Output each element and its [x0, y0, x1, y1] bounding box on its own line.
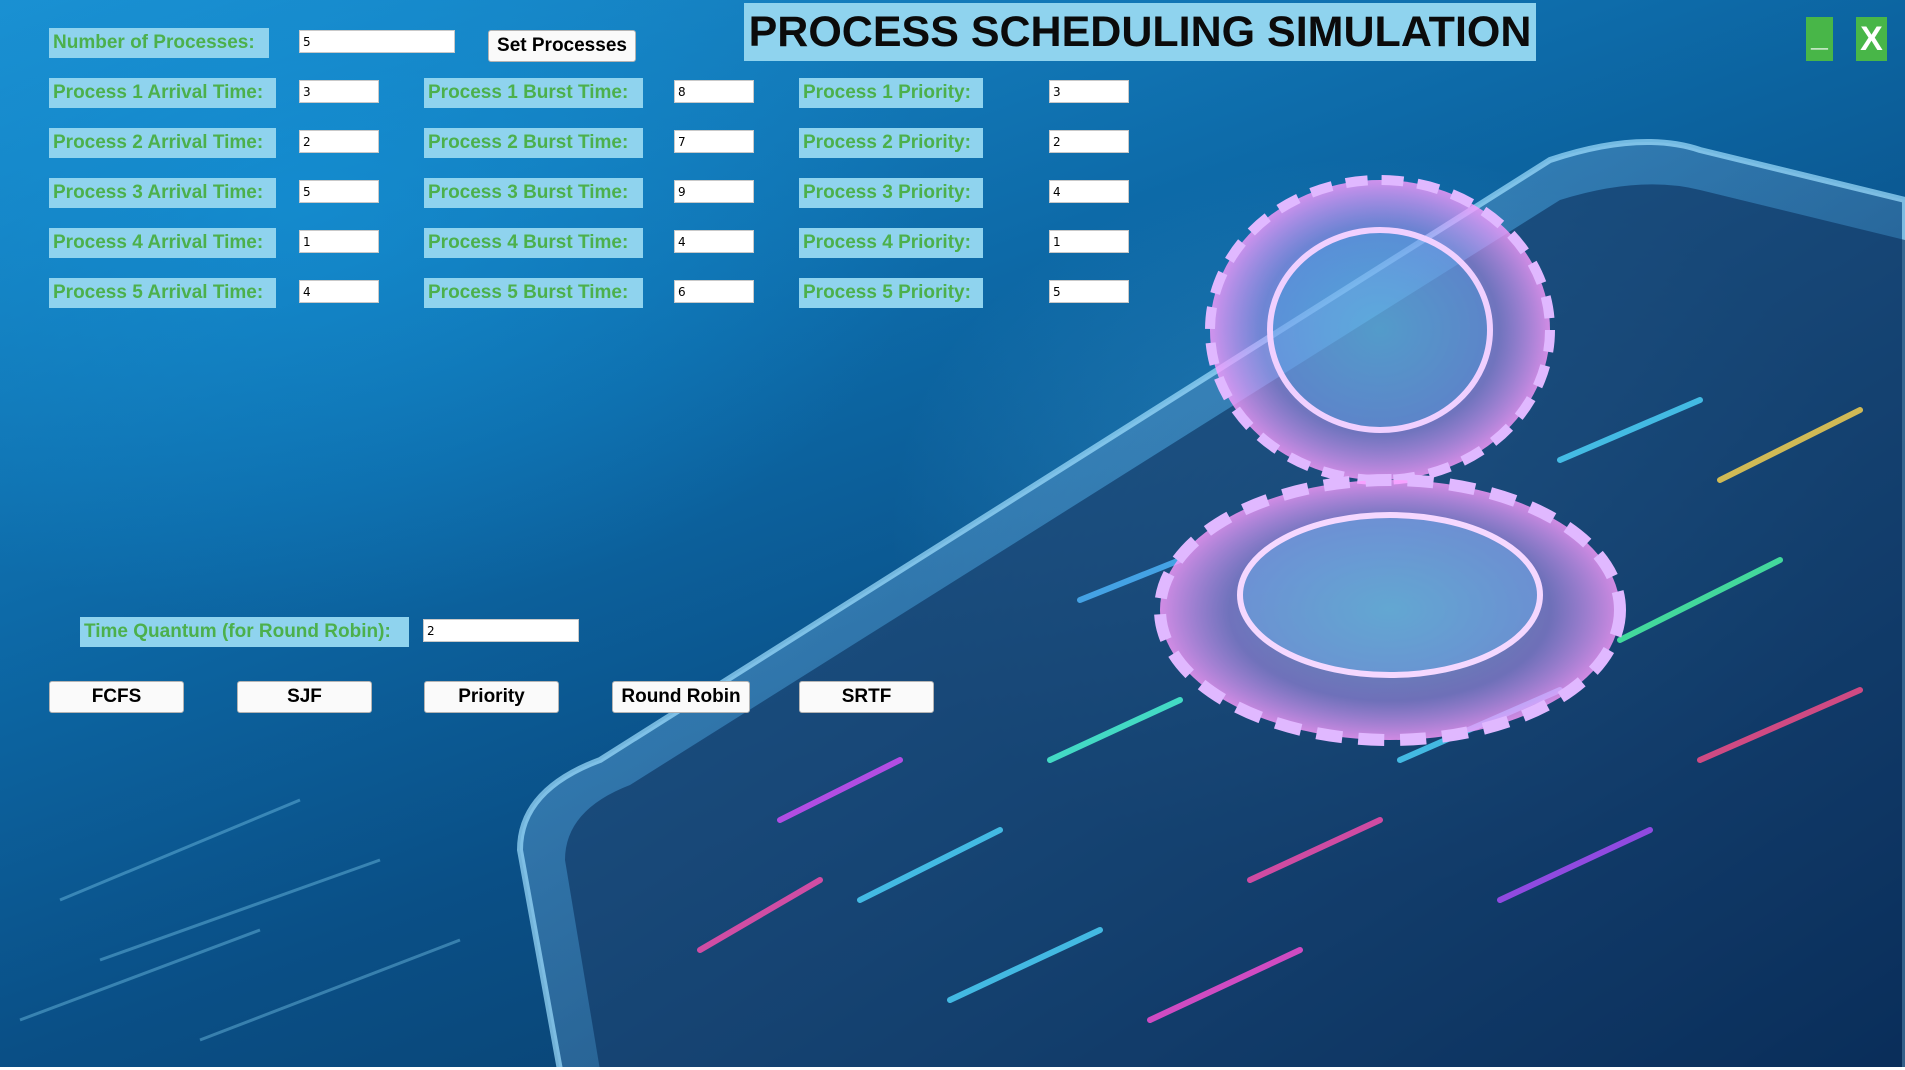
minimize-button[interactable]: _ — [1806, 17, 1833, 61]
process-4-priority-label: Process 4 Priority: — [799, 228, 983, 258]
close-button[interactable]: X — [1856, 17, 1887, 61]
process-1-priority-label: Process 1 Priority: — [799, 78, 983, 108]
process-2-priority-input[interactable] — [1049, 130, 1129, 153]
set-processes-button[interactable]: Set Processes — [488, 30, 636, 62]
process-5-burst-input[interactable] — [674, 280, 754, 303]
process-1-arrival-label: Process 1 Arrival Time: — [49, 78, 276, 108]
gear-illustration — [1154, 175, 1626, 746]
process-2-burst-label: Process 2 Burst Time: — [424, 128, 643, 158]
num-processes-label: Number of Processes: — [49, 28, 269, 58]
process-1-arrival-input[interactable] — [299, 80, 379, 103]
bottom-strip — [0, 1067, 1905, 1070]
process-2-priority-label: Process 2 Priority: — [799, 128, 983, 158]
process-5-priority-input[interactable] — [1049, 280, 1129, 303]
process-2-arrival-input[interactable] — [299, 130, 379, 153]
process-4-priority-input[interactable] — [1049, 230, 1129, 253]
process-3-priority-input[interactable] — [1049, 180, 1129, 203]
process-5-arrival-input[interactable] — [299, 280, 379, 303]
time-quantum-label: Time Quantum (for Round Robin): — [80, 617, 409, 647]
round-robin-button[interactable]: Round Robin — [612, 681, 750, 713]
process-2-arrival-label: Process 2 Arrival Time: — [49, 128, 276, 158]
process-1-burst-input[interactable] — [674, 80, 754, 103]
page-title: PROCESS SCHEDULING SIMULATION — [744, 3, 1536, 61]
process-3-burst-label: Process 3 Burst Time: — [424, 178, 643, 208]
process-3-arrival-label: Process 3 Arrival Time: — [49, 178, 276, 208]
fcfs-button[interactable]: FCFS — [49, 681, 184, 713]
process-5-arrival-label: Process 5 Arrival Time: — [49, 278, 276, 308]
num-processes-input[interactable] — [299, 30, 455, 53]
process-3-burst-input[interactable] — [674, 180, 754, 203]
sjf-button[interactable]: SJF — [237, 681, 372, 713]
priority-button[interactable]: Priority — [424, 681, 559, 713]
process-1-burst-label: Process 1 Burst Time: — [424, 78, 643, 108]
circuit-lines — [19, 798, 461, 1042]
srtf-button[interactable]: SRTF — [799, 681, 934, 713]
process-4-arrival-input[interactable] — [299, 230, 379, 253]
process-4-burst-label: Process 4 Burst Time: — [424, 228, 643, 258]
process-3-priority-label: Process 3 Priority: — [799, 178, 983, 208]
process-3-arrival-input[interactable] — [299, 180, 379, 203]
process-1-priority-input[interactable] — [1049, 80, 1129, 103]
process-4-burst-input[interactable] — [674, 230, 754, 253]
process-5-priority-label: Process 5 Priority: — [799, 278, 983, 308]
process-4-arrival-label: Process 4 Arrival Time: — [49, 228, 276, 258]
process-5-burst-label: Process 5 Burst Time: — [424, 278, 643, 308]
time-quantum-input[interactable] — [423, 619, 579, 642]
process-2-burst-input[interactable] — [674, 130, 754, 153]
